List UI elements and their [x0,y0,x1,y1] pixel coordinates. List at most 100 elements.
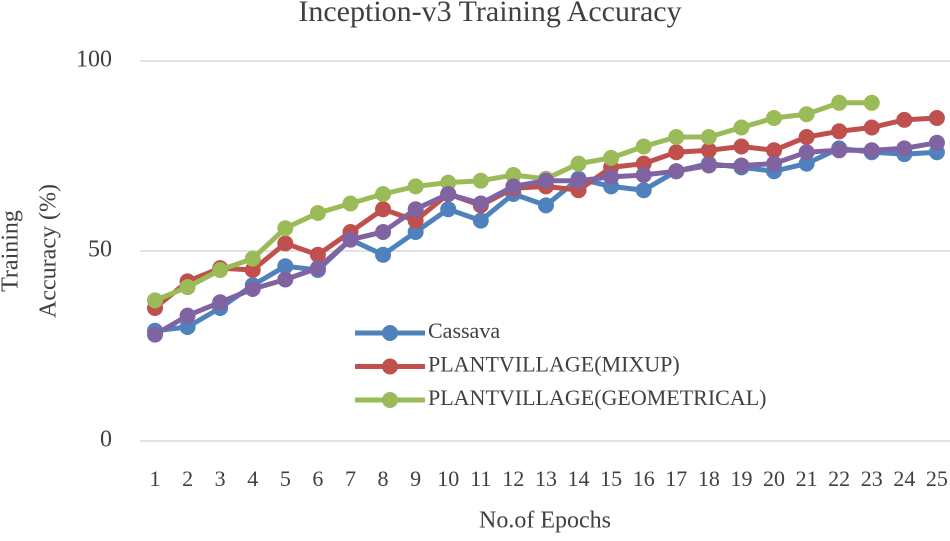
x-tick-label: 21 [796,466,818,491]
chart-title: Inception-v3 Training Accuracy [298,0,681,28]
x-tick-label: 22 [828,466,850,491]
legend-label: Cassava [428,318,500,343]
data-point [505,178,522,195]
x-tick-label: 25 [926,466,948,491]
data-point [700,129,717,145]
data-point [570,172,587,189]
data-point [407,212,424,229]
x-tick-label: 9 [410,466,421,491]
data-point [244,281,261,297]
x-tick-label: 18 [698,466,720,491]
data-point [147,292,163,309]
x-tick-label: 15 [600,466,622,491]
data-point [766,155,783,172]
data-point [635,167,652,183]
data-point [342,195,359,212]
x-tick-label: 13 [535,466,557,491]
data-point [603,168,620,185]
x-tick-label: 8 [378,466,389,491]
data-point [831,94,848,111]
y-axis-label-line: Accuracy (%) [36,184,62,318]
data-point [440,174,457,191]
data-point [244,250,261,267]
data-point [603,149,620,166]
data-point [766,110,783,126]
data-point [668,163,685,180]
data-point [635,138,652,155]
data-point [375,224,392,240]
data-point [375,186,392,202]
y-tick-label: 50 [88,237,112,263]
y-axis-label: Training Accuracy (%) [0,184,62,318]
y-tick-label: 100 [76,47,112,73]
data-point [472,195,489,212]
data-point [537,197,554,214]
legend-marker [382,392,398,408]
x-tick-label: 6 [312,466,323,491]
data-point [733,119,750,136]
data-point [700,142,717,159]
data-point [244,262,261,278]
data-point [798,106,815,123]
data-point [668,144,685,161]
data-point [147,326,163,343]
data-point [831,142,848,159]
legend-marker [382,358,398,375]
x-tick-label: 3 [215,466,226,491]
data-point [472,172,489,189]
data-point [635,155,652,172]
data-point [896,140,913,157]
data-point [570,155,587,172]
y-tick-label: 0 [100,427,112,453]
data-point [928,134,945,151]
x-tick-label: 2 [182,466,193,491]
data-point [179,307,196,324]
data-point [537,172,554,189]
data-point [309,205,326,221]
data-point [831,123,848,140]
x-tick-label: 14 [568,466,590,491]
x-tick-label: 24 [893,466,915,491]
data-point [928,110,945,126]
data-point [733,138,750,155]
legend-label: PLANTVILLAGE(GEOMETRICAL) [428,385,767,410]
x-tick-label: 7 [345,466,356,491]
data-point [798,144,815,161]
x-tick-label: 4 [247,466,258,491]
x-tick-label: 11 [470,466,491,491]
data-point [277,258,294,275]
legend-entry: PLANTVILLAGE(GEOMETRICAL) [355,385,767,410]
legend-label: PLANTVILLAGE(MIXUP) [428,352,680,377]
data-point [766,142,783,159]
data-point [309,260,326,277]
data-point [896,111,913,128]
x-tick-label: 19 [730,466,752,491]
y-axis-label-line: Training [0,210,24,292]
x-tick-label: 16 [633,466,655,491]
data-point [440,201,457,218]
data-point [179,319,196,335]
data-point [375,246,392,263]
x-tick-label: 17 [665,466,687,491]
x-axis-label: No.of Epochs [479,508,611,534]
data-point [863,142,880,159]
legend-entry: PLANTVILLAGE(MIXUP) [355,352,680,377]
data-point [375,201,392,218]
data-point [277,235,294,252]
data-point [179,279,196,296]
data-point [668,129,685,145]
data-point [407,178,424,195]
data-point [342,231,359,248]
data-point [798,155,815,172]
data-point [700,157,717,174]
data-point [863,94,880,111]
data-point [407,201,424,218]
data-point [733,157,750,174]
x-tick-label: 5 [280,466,291,491]
data-point [407,224,424,240]
data-point [440,186,457,202]
data-point [277,220,294,237]
x-tick-label: 20 [763,466,785,491]
data-point [798,129,815,145]
